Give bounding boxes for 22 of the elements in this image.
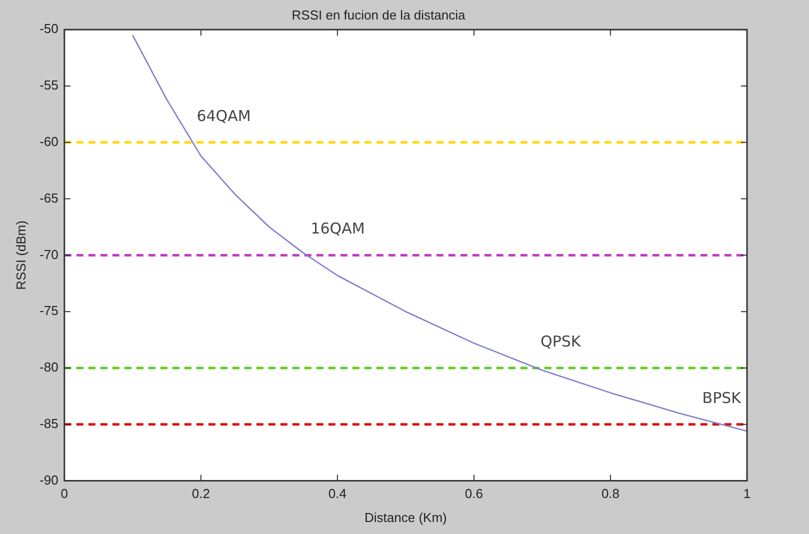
y-tick-label: -70 — [40, 246, 58, 262]
ref-line-label: 64QAM — [196, 106, 251, 125]
x-tick-label: 1 — [743, 486, 751, 502]
y-tick-label: -60 — [40, 134, 58, 149]
y-tick-label: -75 — [40, 303, 58, 318]
y-tick-label: -80 — [40, 360, 58, 375]
x-tick-label: 0 — [60, 486, 68, 502]
ref-line-label: BPSK — [702, 388, 742, 407]
x-tick-label: 0.6 — [464, 486, 483, 502]
x-tick-label: 0.2 — [192, 486, 210, 502]
y-tick-label: -50 — [40, 21, 58, 36]
x-tick-label: 0.4 — [328, 486, 346, 502]
x-tick-label: 0.8 — [601, 486, 620, 502]
x-axis-title: Distance (Km) — [364, 510, 447, 525]
y-tick-label: -55 — [40, 78, 58, 93]
chart-title: RSSI en fucion de la distancia — [292, 7, 466, 22]
y-axis-title: RSSI (dBm) — [13, 220, 28, 290]
y-tick-label: -90 — [40, 472, 58, 488]
y-tick-label: -65 — [40, 190, 58, 206]
ref-line-label: QPSK — [540, 332, 582, 350]
ref-line-label: 16QAM — [310, 220, 365, 238]
y-tick-label: -85 — [40, 416, 58, 431]
